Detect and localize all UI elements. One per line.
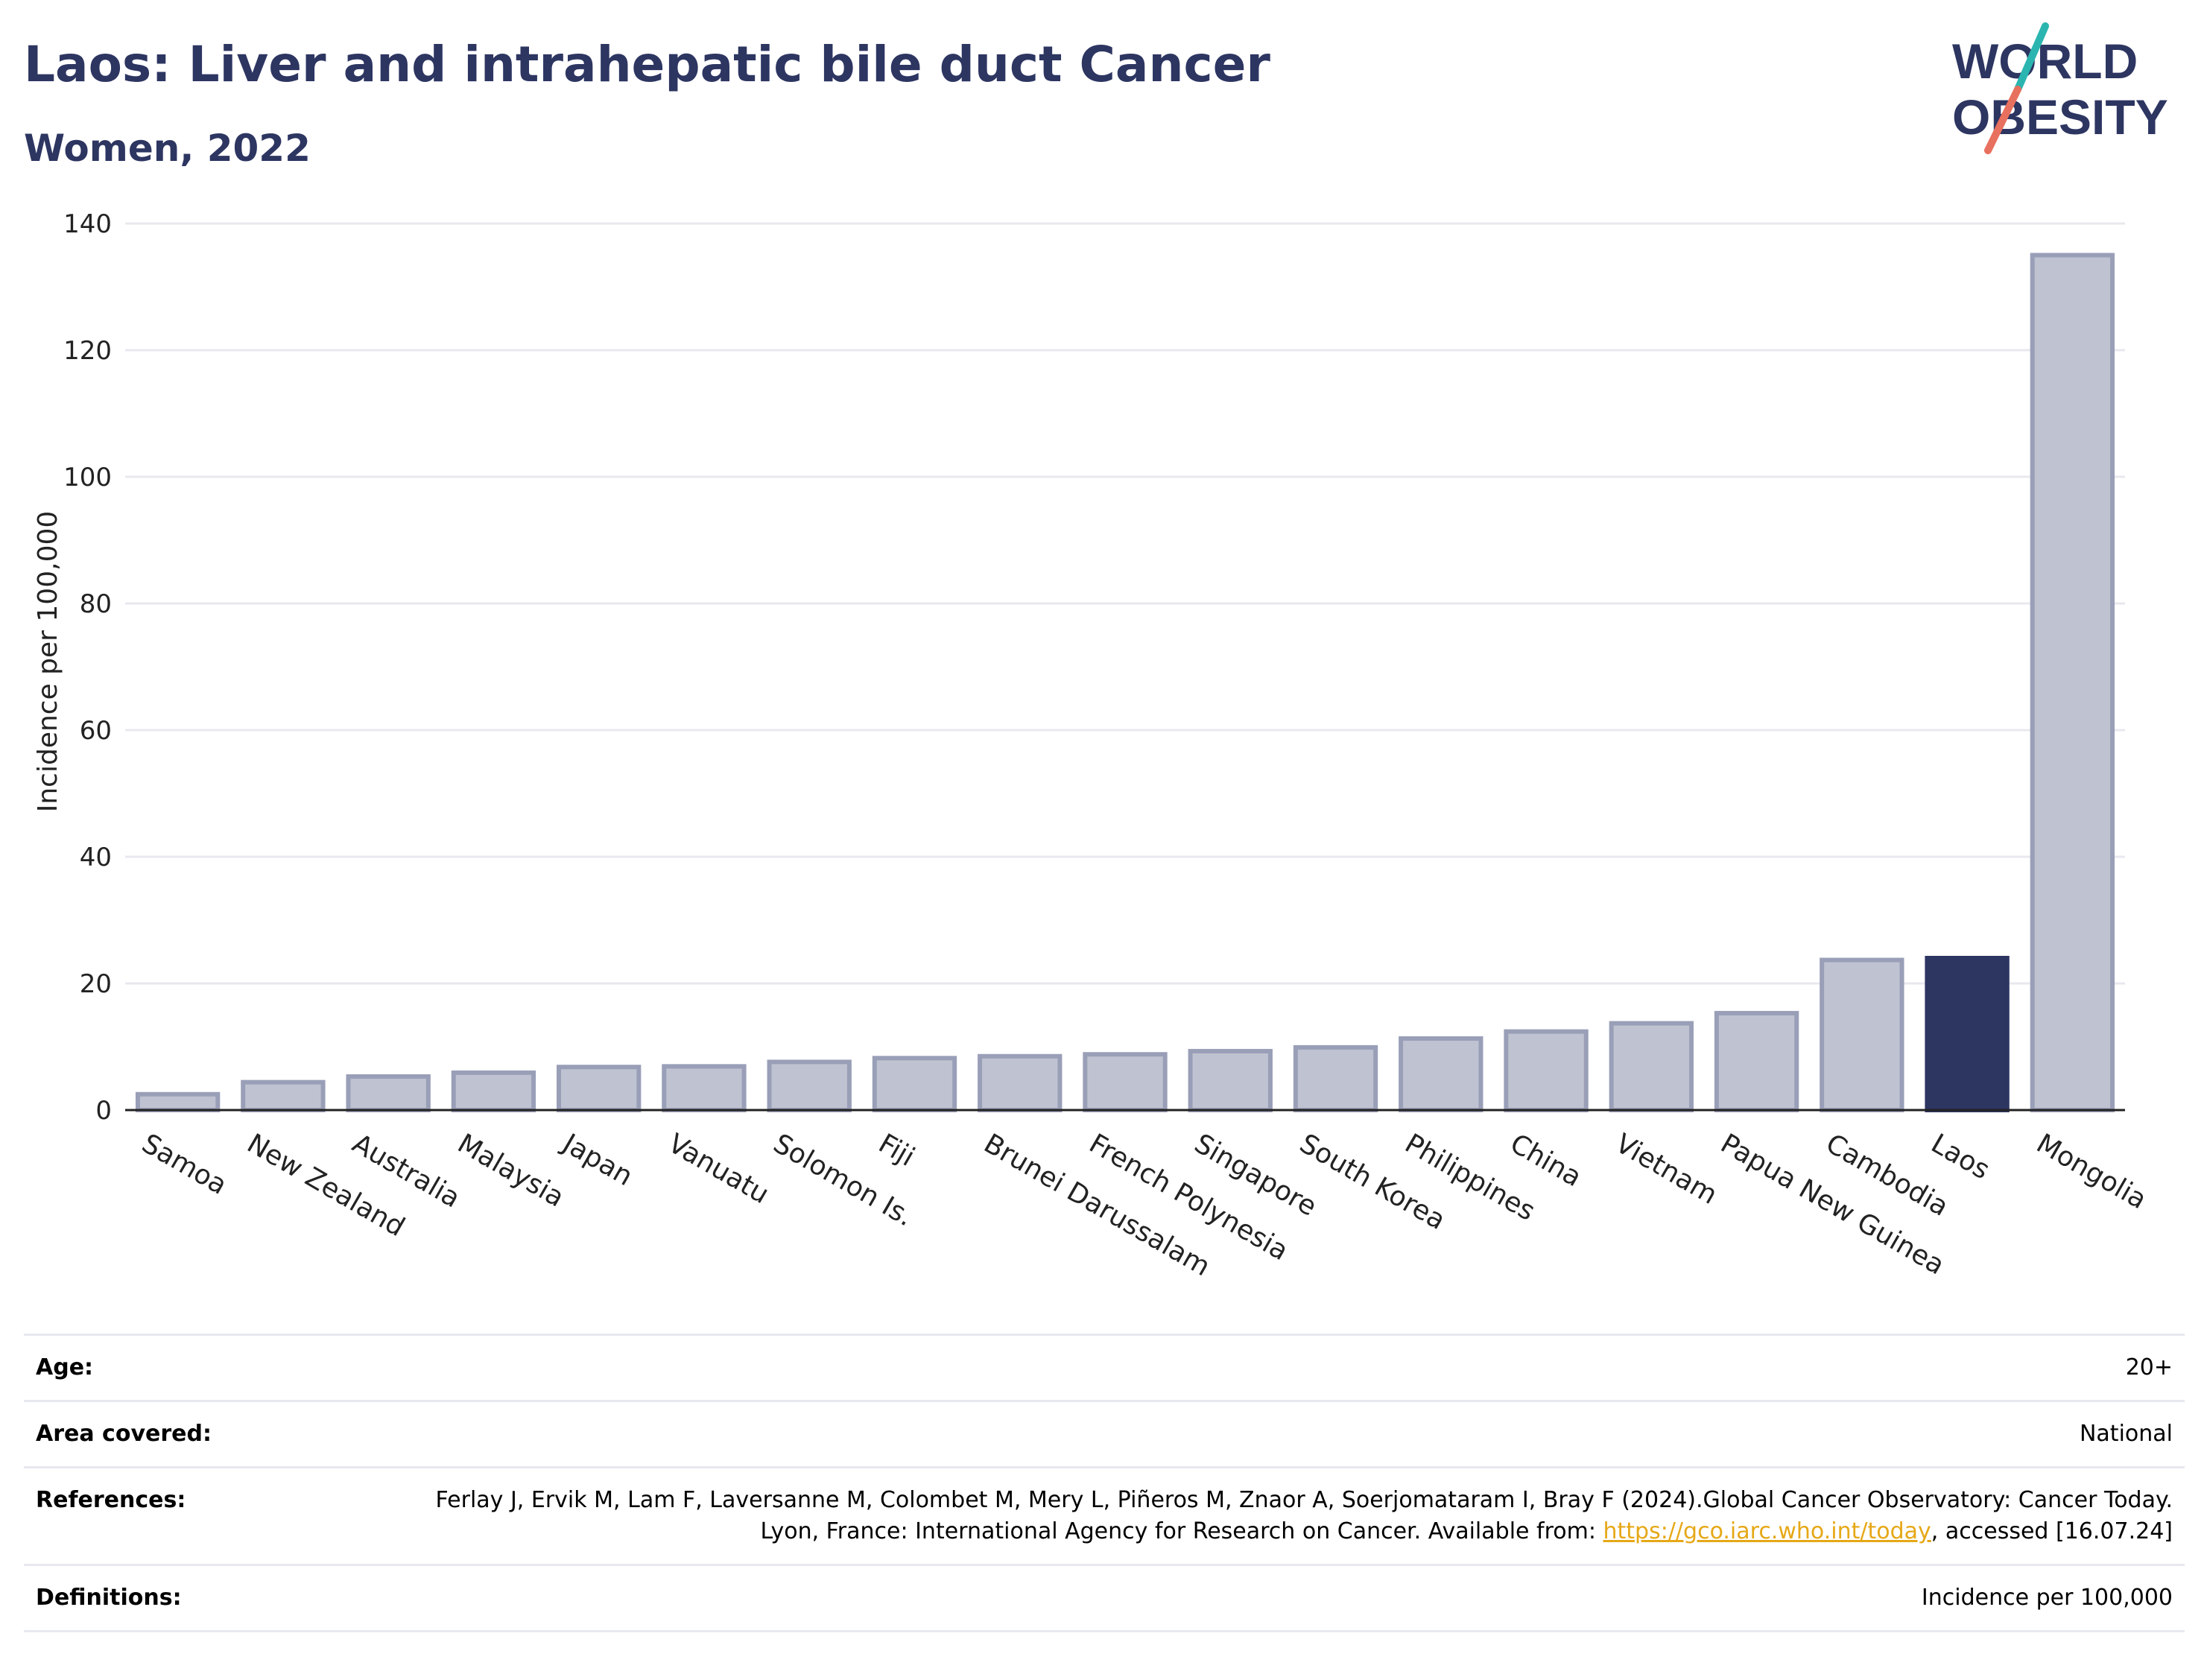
age-label: Age: [36,1354,94,1381]
y-tick-label: 100 [63,463,112,492]
x-tick-label: Fiji [873,1128,919,1173]
bar-australia [346,1074,431,1112]
x-tick-label: China [1505,1128,1587,1193]
page-subtitle: Women, 2022 [24,127,311,170]
info-row-definitions: Definitions: Incidence per 100,000 [24,1565,2185,1632]
x-tick-label: Laos [1926,1128,1995,1185]
x-tick-label: Malaysia [452,1128,569,1213]
references-text: Ferlay J, Ervik M, Lam F, Laversanne M, … [435,1487,2173,1544]
x-tick-label: Vietnam [1610,1128,1722,1211]
age-value: 20+ [2125,1354,2173,1381]
x-tick-label: Mongolia [2031,1128,2152,1215]
x-tick-label: Vanuatu [663,1128,774,1210]
bar-french-polynesia [1083,1052,1168,1112]
grid-lines [125,222,2125,985]
y-tick-label: 0 [95,1096,112,1126]
definitions-value: Incidence per 100,000 [1921,1585,2173,1611]
bar-cambodia [1820,957,1904,1113]
bar-new-zealand [241,1080,326,1112]
bar-samoa [135,1091,221,1112]
bar-brunei-darussalam [978,1053,1063,1112]
world-obesity-logo: WORLD OBESITY [1952,22,2168,154]
bar-chart: 0 20 40 60 80 100 120 140 Samoa New ZealandAustr… [33,209,2152,1282]
bar-japan [557,1065,642,1112]
bar-vietnam [1609,1021,1694,1113]
bar-philippines [1399,1036,1483,1112]
definitions-label: Definitions: [36,1585,182,1611]
page-title: Laos: Liver and intrahepatic bile duct C… [24,36,1270,93]
bars [125,253,2125,1113]
references-label: References: [36,1487,186,1513]
bar-solomon-is [767,1059,852,1113]
y-axis-ticks: 0 20 40 60 80 100 120 140 [63,209,112,1126]
references-link[interactable]: https://gco.iarc.who.int/today [1603,1518,1931,1544]
logo-slash-teal [2014,22,2049,93]
bar-fiji [872,1056,957,1113]
bar-south-korea [1293,1045,1378,1112]
y-tick-label: 20 [80,969,112,999]
area-label: Area covered: [36,1421,212,1447]
info-row-area: Area covered: National [24,1401,2185,1468]
y-tick-label: 140 [63,209,112,239]
references-value: Ferlay J, Ervik M, Lam F, Laversanne M, … [420,1468,2185,1565]
info-row-references: References: Ferlay J, Ervik M, Lam F, La… [24,1467,2185,1565]
y-tick-label: 40 [80,843,112,872]
info-table: Age: 20+ Area covered: National Referenc… [24,1334,2185,1632]
bar-china [1504,1029,1589,1112]
x-tick-label: Japan [557,1127,638,1192]
x-tick-label: Samoa [136,1128,232,1201]
logo-text-obesity: OBESITY [1952,89,2168,145]
bar-vanuatu [662,1064,747,1112]
references-tail: , accessed [16.07.24] [1931,1518,2173,1544]
area-value: National [2079,1421,2173,1447]
info-row-age: Age: 20+ [24,1334,2185,1401]
bar-malaysia [451,1070,536,1112]
logo-text-world: WORLD [1952,34,2138,89]
y-tick-label: 120 [63,336,112,366]
bar-papua-new-guinea [1714,1010,1799,1112]
y-axis-label: Incidence per 100,000 [33,511,63,813]
y-tick-label: 60 [80,716,112,746]
bar-mongolia [2030,253,2115,1112]
y-tick-label: 80 [80,589,112,619]
bar-laos [1925,956,2010,1112]
logo-slash-coral [1984,86,2021,154]
bar-singapore [1188,1048,1273,1112]
